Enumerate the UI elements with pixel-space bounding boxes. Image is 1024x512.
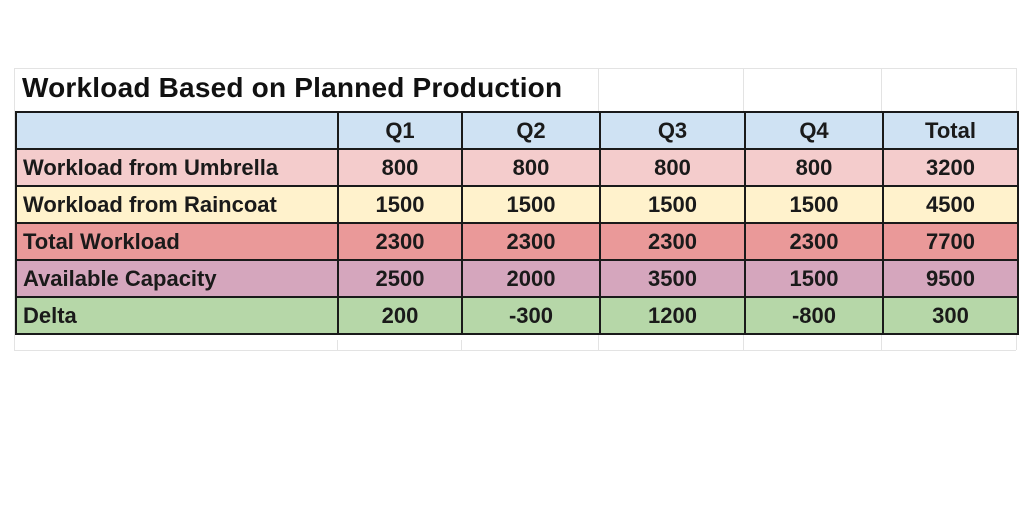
value-cell-total[interactable]: 7700: [882, 222, 1019, 261]
value-cell-total[interactable]: 3200: [882, 148, 1019, 187]
value-cell-total[interactable]: 9500: [882, 259, 1019, 298]
header-corner-cell[interactable]: [15, 111, 339, 150]
table-row: Total Workload 2300 2300 2300 2300 7700: [15, 222, 1019, 261]
value-cell-q4[interactable]: 2300: [744, 222, 884, 261]
value-cell-q2[interactable]: 800: [461, 148, 601, 187]
value-cell-q3[interactable]: 800: [599, 148, 746, 187]
value-cell-q2[interactable]: 2000: [461, 259, 601, 298]
value-cell-q1[interactable]: 800: [337, 148, 463, 187]
value-cell-q4[interactable]: -800: [744, 296, 884, 335]
row-label-cell[interactable]: Available Capacity: [15, 259, 339, 298]
header-row: Q1 Q2 Q3 Q4 Total: [15, 111, 1019, 150]
gridline-top: [14, 68, 1016, 69]
row-label-cell[interactable]: Workload from Raincoat: [15, 185, 339, 224]
value-cell-q1[interactable]: 200: [337, 296, 463, 335]
table-row: Workload from Umbrella 800 800 800 800 3200: [15, 148, 1019, 187]
value-cell-q2[interactable]: 2300: [461, 222, 601, 261]
header-cell-q4[interactable]: Q4: [744, 111, 884, 150]
table-row: Delta 200 -300 1200 -800 300: [15, 296, 1019, 335]
value-cell-q4[interactable]: 1500: [744, 259, 884, 298]
value-cell-q2[interactable]: 1500: [461, 185, 601, 224]
value-cell-total[interactable]: 300: [882, 296, 1019, 335]
gridline-col-q1: [337, 340, 338, 350]
value-cell-q3[interactable]: 1500: [599, 185, 746, 224]
value-cell-total[interactable]: 4500: [882, 185, 1019, 224]
row-label-cell[interactable]: Delta: [15, 296, 339, 335]
value-cell-q4[interactable]: 800: [744, 148, 884, 187]
value-cell-q1[interactable]: 2300: [337, 222, 463, 261]
workload-table: Q1 Q2 Q3 Q4 Total Workload from Umbrella 800 8…: [15, 111, 1019, 335]
value-cell-q2[interactable]: -300: [461, 296, 601, 335]
gridline-col-q2: [461, 340, 462, 350]
header-cell-q1[interactable]: Q1: [337, 111, 463, 150]
gridline-left: [14, 68, 15, 350]
value-cell-q3[interactable]: 3500: [599, 259, 746, 298]
gridline-bottom: [14, 350, 1016, 351]
table-row: Available Capacity 2500 2000 3500 1500 9500: [15, 259, 1019, 298]
row-label-cell[interactable]: Workload from Umbrella: [15, 148, 339, 187]
row-label-cell[interactable]: Total Workload: [15, 222, 339, 261]
header-cell-q2[interactable]: Q2: [461, 111, 601, 150]
value-cell-q4[interactable]: 1500: [744, 185, 884, 224]
value-cell-q3[interactable]: 1200: [599, 296, 746, 335]
value-cell-q3[interactable]: 2300: [599, 222, 746, 261]
table-row: Workload from Raincoat 1500 1500 1500 1500 45…: [15, 185, 1019, 224]
header-cell-total[interactable]: Total: [882, 111, 1019, 150]
value-cell-q1[interactable]: 1500: [337, 185, 463, 224]
header-cell-q3[interactable]: Q3: [599, 111, 746, 150]
value-cell-q1[interactable]: 2500: [337, 259, 463, 298]
sheet-title: Workload Based on Planned Production: [22, 72, 563, 103]
